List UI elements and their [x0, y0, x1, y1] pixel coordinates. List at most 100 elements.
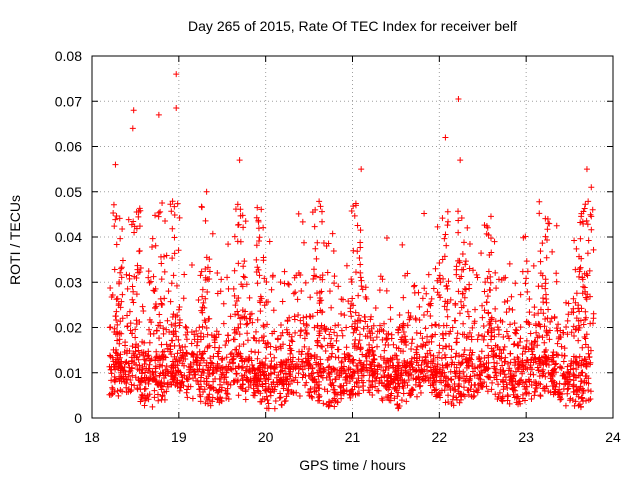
data-point: [170, 311, 177, 318]
data-point: [372, 368, 379, 375]
data-point: [156, 335, 163, 342]
data-point: [540, 360, 547, 367]
data-point: [252, 328, 259, 335]
data-point: [501, 359, 508, 366]
data-point: [323, 243, 330, 250]
data-point: [542, 373, 549, 380]
data-point: [418, 342, 425, 349]
data-point: [589, 206, 596, 213]
data-point: [188, 340, 195, 347]
data-point: [235, 295, 242, 301]
data-point: [439, 256, 446, 263]
data-point: [463, 334, 470, 341]
data-point: [395, 380, 402, 387]
data-point: [461, 331, 468, 338]
data-point: [118, 298, 125, 305]
data-point: [239, 283, 246, 290]
data-point: [111, 388, 118, 395]
data-point: [119, 257, 126, 264]
data-point: [537, 357, 544, 364]
data-point: [480, 336, 487, 343]
data-point: [212, 334, 219, 341]
data-point: [369, 344, 376, 351]
data-point: [499, 362, 506, 369]
data-point: [237, 212, 244, 219]
data-point: [360, 362, 367, 369]
data-point: [165, 288, 172, 295]
data-point: [307, 352, 314, 359]
data-point: [570, 295, 577, 302]
data-point: [320, 400, 327, 407]
data-point: [218, 356, 225, 363]
data-point: [281, 280, 288, 287]
data-point: [569, 396, 576, 403]
data-point: [429, 332, 436, 339]
data-point: [580, 321, 587, 328]
data-point: [583, 358, 590, 365]
data-point: [152, 242, 159, 249]
data-point: [313, 387, 320, 394]
data-point: [570, 353, 577, 360]
data-point: [257, 308, 264, 315]
data-point: [390, 376, 397, 383]
data-point: [314, 339, 321, 346]
data-point: [269, 273, 276, 280]
data-point: [158, 396, 165, 403]
data-point: [553, 278, 560, 285]
data-point: [139, 366, 146, 373]
data-point: [369, 378, 376, 385]
data-point: [462, 258, 469, 265]
data-point: [149, 244, 156, 251]
data-point: [130, 288, 137, 295]
data-point: [243, 281, 250, 288]
data-point: [234, 378, 241, 385]
data-point: [236, 331, 243, 338]
data-point: [492, 391, 499, 398]
data-point: [524, 288, 531, 295]
data-point: [531, 312, 538, 319]
chart-title: Day 265 of 2015, Rate Of TEC Index for r…: [188, 18, 517, 34]
data-point: [209, 384, 216, 391]
data-point: [217, 395, 224, 402]
data-point: [417, 382, 424, 389]
data-point: [542, 291, 549, 298]
data-point: [117, 318, 124, 325]
x-tick-label: 20: [258, 429, 274, 445]
data-point: [570, 383, 577, 390]
data-point: [168, 321, 175, 328]
data-point: [433, 321, 440, 328]
data-point: [198, 354, 205, 361]
data-point: [189, 350, 196, 357]
data-point: [114, 387, 121, 394]
data-point: [550, 383, 557, 390]
data-point: [590, 246, 597, 253]
data-point: [456, 399, 463, 406]
data-point: [174, 350, 181, 357]
data-point: [354, 222, 361, 229]
data-point: [119, 315, 126, 322]
data-point: [376, 287, 383, 294]
data-point: [112, 216, 119, 223]
data-point: [568, 329, 575, 336]
data-point: [403, 363, 410, 370]
data-point: [137, 386, 144, 393]
data-point: [118, 265, 125, 272]
data-point: [372, 305, 379, 312]
data-point: [145, 396, 152, 403]
data-point: [561, 381, 568, 388]
data-point: [183, 336, 190, 343]
data-point: [147, 278, 154, 285]
data-point: [497, 369, 504, 376]
data-point: [263, 278, 270, 285]
data-point: [444, 208, 451, 215]
data-point: [456, 390, 463, 397]
data-point: [217, 375, 224, 382]
data-point: [136, 382, 143, 389]
data-point: [534, 364, 541, 371]
data-point: [284, 387, 291, 394]
data-point: [439, 362, 446, 369]
data-point: [169, 255, 176, 262]
data-point: [259, 368, 266, 375]
data-point: [441, 303, 448, 310]
